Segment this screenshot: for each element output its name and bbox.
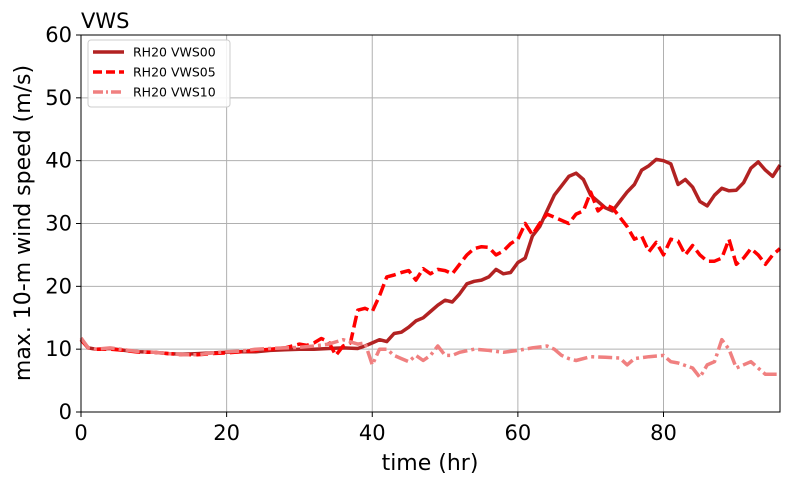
legend-label-3: RH20 VWS10 [133,85,216,100]
y-tick-label: 50 [45,86,72,110]
legend: RH20 VWS00 RH20 VWS05 RH20 VWS10 [87,39,231,108]
y-tick-label: 10 [45,337,72,361]
axis-ticks: 0 20 40 60 80 0 10 20 30 40 50 60 [45,23,677,445]
x-tick-label: 0 [74,421,87,445]
series-line-1 [79,157,782,356]
series-line-2 [79,190,782,358]
y-axis-label: max. 10-m wind speed (m/s) [11,65,36,381]
x-axis-label: time (hr) [382,451,479,476]
y-tick-label: 40 [45,149,72,173]
series-line-3 [79,336,780,380]
y-tick-label: 60 [45,23,72,47]
y-tick-label: 30 [45,212,72,236]
series-layer [79,157,782,380]
legend-label-2: RH20 VWS05 [133,65,216,80]
x-tick-label: 60 [505,421,532,445]
chart-title: VWS [81,9,129,33]
x-tick-label: 80 [650,421,677,445]
x-tick-label: 40 [359,421,386,445]
y-tick-label: 20 [45,274,72,298]
legend-box [87,39,231,108]
y-tick-label: 0 [59,400,72,424]
x-tick-label: 20 [213,421,240,445]
legend-label-1: RH20 VWS00 [133,45,216,60]
